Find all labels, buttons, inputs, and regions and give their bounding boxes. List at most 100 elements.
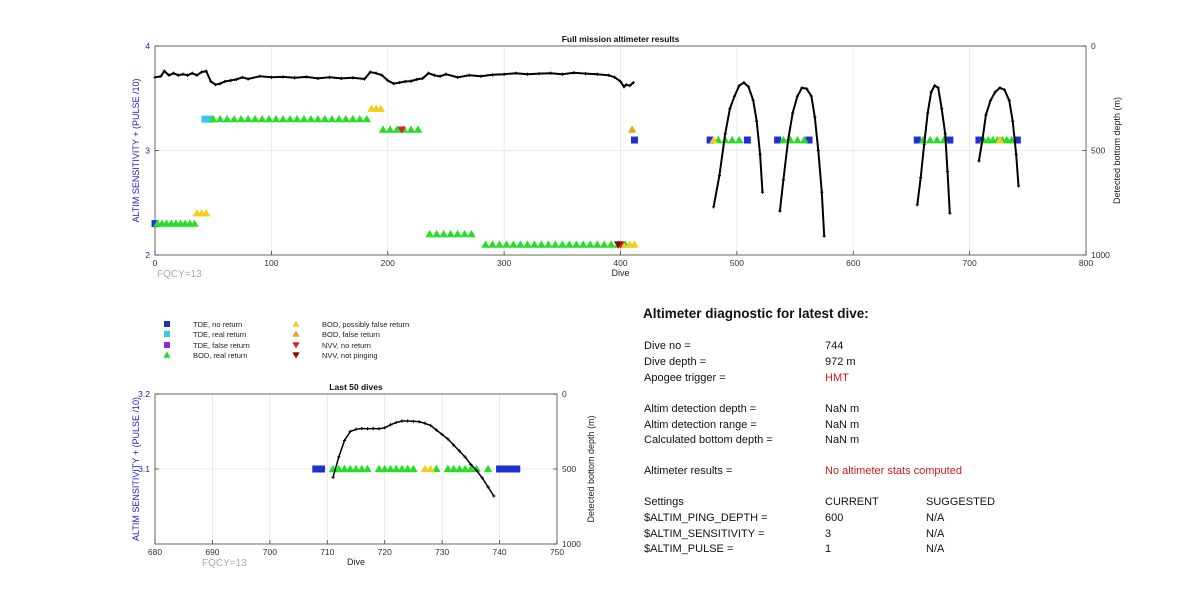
- depth-point: [400, 419, 404, 423]
- depth-point: [463, 455, 467, 459]
- marker-bod-real-return: [932, 135, 942, 144]
- depth-point: [805, 87, 809, 91]
- setting-suggested-pulse: N/A: [926, 543, 945, 555]
- altim-detection-depth-value: NaN m: [825, 403, 860, 415]
- depth-point: [948, 211, 952, 215]
- depth-point: [167, 73, 171, 77]
- depth-point: [327, 75, 332, 79]
- marker-bod-real-return: [483, 464, 493, 473]
- depth-dive-line: [977, 86, 1020, 187]
- marker-tde-no-return: [805, 136, 813, 144]
- depth-point: [446, 437, 450, 441]
- depth-point: [434, 428, 438, 432]
- marker-bod-possibly-false-return: [420, 464, 430, 473]
- legend-marker-bod-false-return: [292, 330, 300, 337]
- marker-bod-real-return: [735, 135, 744, 144]
- y-tick-label: 3: [145, 146, 150, 156]
- marker-bod-real-return: [222, 114, 232, 123]
- depth-point: [1011, 119, 1015, 123]
- depth-point: [368, 70, 372, 74]
- depth-point: [786, 138, 790, 142]
- x-tick-label: 500: [730, 258, 744, 268]
- marker-tde-real-return: [206, 115, 214, 123]
- depth-point: [234, 77, 239, 82]
- marker-bod-real-return: [509, 240, 518, 248]
- depth-point: [572, 71, 576, 75]
- settings-header: Settings: [644, 496, 684, 508]
- marker-tde-no-return: [312, 465, 320, 473]
- marker-bod-real-return: [278, 114, 288, 123]
- marker-bod-real-return: [558, 240, 567, 248]
- depth-point: [1007, 98, 1011, 102]
- depth-point: [394, 420, 398, 425]
- depth-point: [945, 169, 950, 173]
- marker-bod-real-return: [363, 464, 372, 473]
- depth-point: [304, 75, 308, 79]
- marker-bod-real-return: [800, 135, 809, 144]
- legend-marker-bod-real-return: [163, 351, 171, 358]
- depth-point: [397, 80, 401, 85]
- depth-point: [1016, 184, 1021, 188]
- depth-point: [758, 153, 762, 157]
- depth-point: [281, 75, 285, 79]
- legend-marker-nvv-no-return: [292, 342, 300, 349]
- marker-bod-real-return: [779, 135, 788, 144]
- marker-bod-real-return: [374, 464, 384, 473]
- marker-tde-no-return: [946, 136, 954, 144]
- marker-tde-no-return: [913, 136, 921, 144]
- y2-axis-label: Detected bottom depth (m): [1112, 97, 1122, 204]
- depth-point: [943, 132, 947, 136]
- depth-point: [820, 190, 824, 194]
- depth-point: [618, 79, 623, 84]
- depth-point: [490, 73, 495, 77]
- depth-point: [374, 71, 378, 75]
- dive-no-label: Dive no =: [644, 340, 691, 352]
- marker-bod-real-return: [530, 240, 539, 248]
- x-tick-label: 740: [492, 547, 506, 557]
- depth-point: [339, 76, 343, 80]
- depth-point: [929, 90, 933, 94]
- depth-point: [377, 427, 381, 431]
- depth-point: [560, 72, 564, 76]
- x-tick-label: 300: [497, 258, 511, 268]
- marker-bod-possibly-false-return: [202, 209, 211, 217]
- legend-label-bod-possibly-false: BOD, possibly false return: [322, 320, 410, 329]
- marker-bod-real-return: [439, 229, 448, 238]
- depth-point: [316, 76, 320, 80]
- x-tick-label: 0: [153, 258, 158, 268]
- marker-bod-real-return: [432, 464, 441, 473]
- depth-point: [342, 438, 347, 443]
- depth-point: [751, 98, 755, 102]
- depth-point: [791, 111, 795, 115]
- depth-point: [795, 94, 799, 98]
- dive-no-value: 744: [825, 340, 844, 352]
- marker-bod-real-return: [460, 464, 470, 473]
- marker-bod-real-return: [340, 464, 349, 473]
- legend-label-nvv-no-return: NVV, no return: [322, 341, 371, 350]
- marker-bod-real-return: [403, 464, 412, 473]
- depth-point: [607, 73, 611, 77]
- depth-point: [492, 494, 496, 498]
- depth-point: [525, 72, 529, 76]
- depth-point: [480, 476, 484, 480]
- depth-point: [728, 107, 732, 111]
- depth-point: [816, 148, 820, 153]
- x-tick-label: 680: [148, 547, 162, 557]
- marker-bod-real-return: [236, 114, 246, 123]
- setting-name-ping-depth: $ALTIM_PING_DEPTH =: [644, 512, 768, 524]
- depth-point: [919, 176, 923, 180]
- marker-tde-no-return: [630, 136, 638, 144]
- depth-point: [467, 73, 471, 77]
- depth-point: [1002, 88, 1007, 92]
- y2-tick-label: 1000: [562, 539, 581, 549]
- depth-point: [365, 427, 370, 431]
- marker-bod-real-return: [264, 114, 274, 123]
- marker-bod-real-return: [488, 240, 497, 248]
- legend-label-bod-real-return: BOD, real return: [193, 351, 248, 360]
- x-tick-label: 710: [320, 547, 334, 557]
- marker-tde-no-return: [513, 465, 521, 473]
- marker-bod-real-return: [355, 114, 365, 123]
- marker-bod-real-return: [446, 229, 455, 238]
- depth-point: [440, 432, 444, 437]
- x-tick-label: 730: [435, 547, 449, 557]
